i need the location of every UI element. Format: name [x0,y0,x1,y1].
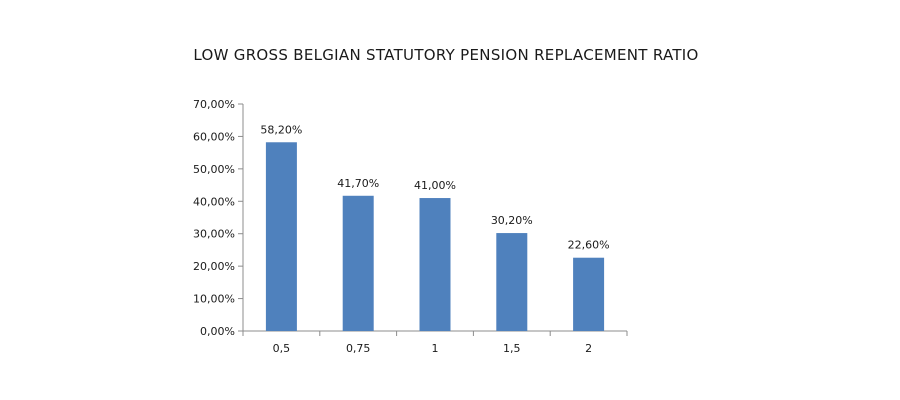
y-tick-label: 0,00% [200,325,235,338]
y-tick-label: 60,00% [193,130,235,143]
bars-group [265,142,605,331]
y-tick-label: 40,00% [193,195,235,208]
x-category-label: 0,5 [273,342,291,355]
chart-title: LOW GROSS BELGIAN STATUTORY PENSION REPL… [193,46,698,64]
bar [265,142,297,331]
x-axis [242,330,628,336]
x-category-label: 0,75 [346,342,371,355]
data-label: 41,70% [337,177,379,190]
y-tick-label: 50,00% [193,163,235,176]
bar [496,233,528,331]
category-labels-group: 0,5 0,75 1 1,5 2 [273,342,592,355]
data-labels-group: 58,20% 41,70% 41,00% 30,20% 22,60% [260,123,609,251]
data-label: 22,60% [568,239,610,252]
y-tick-label: 30,00% [193,228,235,241]
x-category-label: 2 [585,342,592,355]
data-label: 30,20% [491,214,533,227]
y-tick-label: 70,00% [193,98,235,111]
bar [419,198,451,331]
y-tick-label: 10,00% [193,293,235,306]
x-category-label: 1,5 [503,342,521,355]
bar [573,257,605,331]
data-label: 41,00% [414,179,456,192]
x-category-label: 1 [432,342,439,355]
bar [342,195,374,331]
data-label: 58,20% [260,123,302,136]
y-axis: 0,00% 10,00% 20,00% 30,00% 40,00% 50,00% 60,00… [193,98,244,338]
y-tick-label: 20,00% [193,260,235,273]
